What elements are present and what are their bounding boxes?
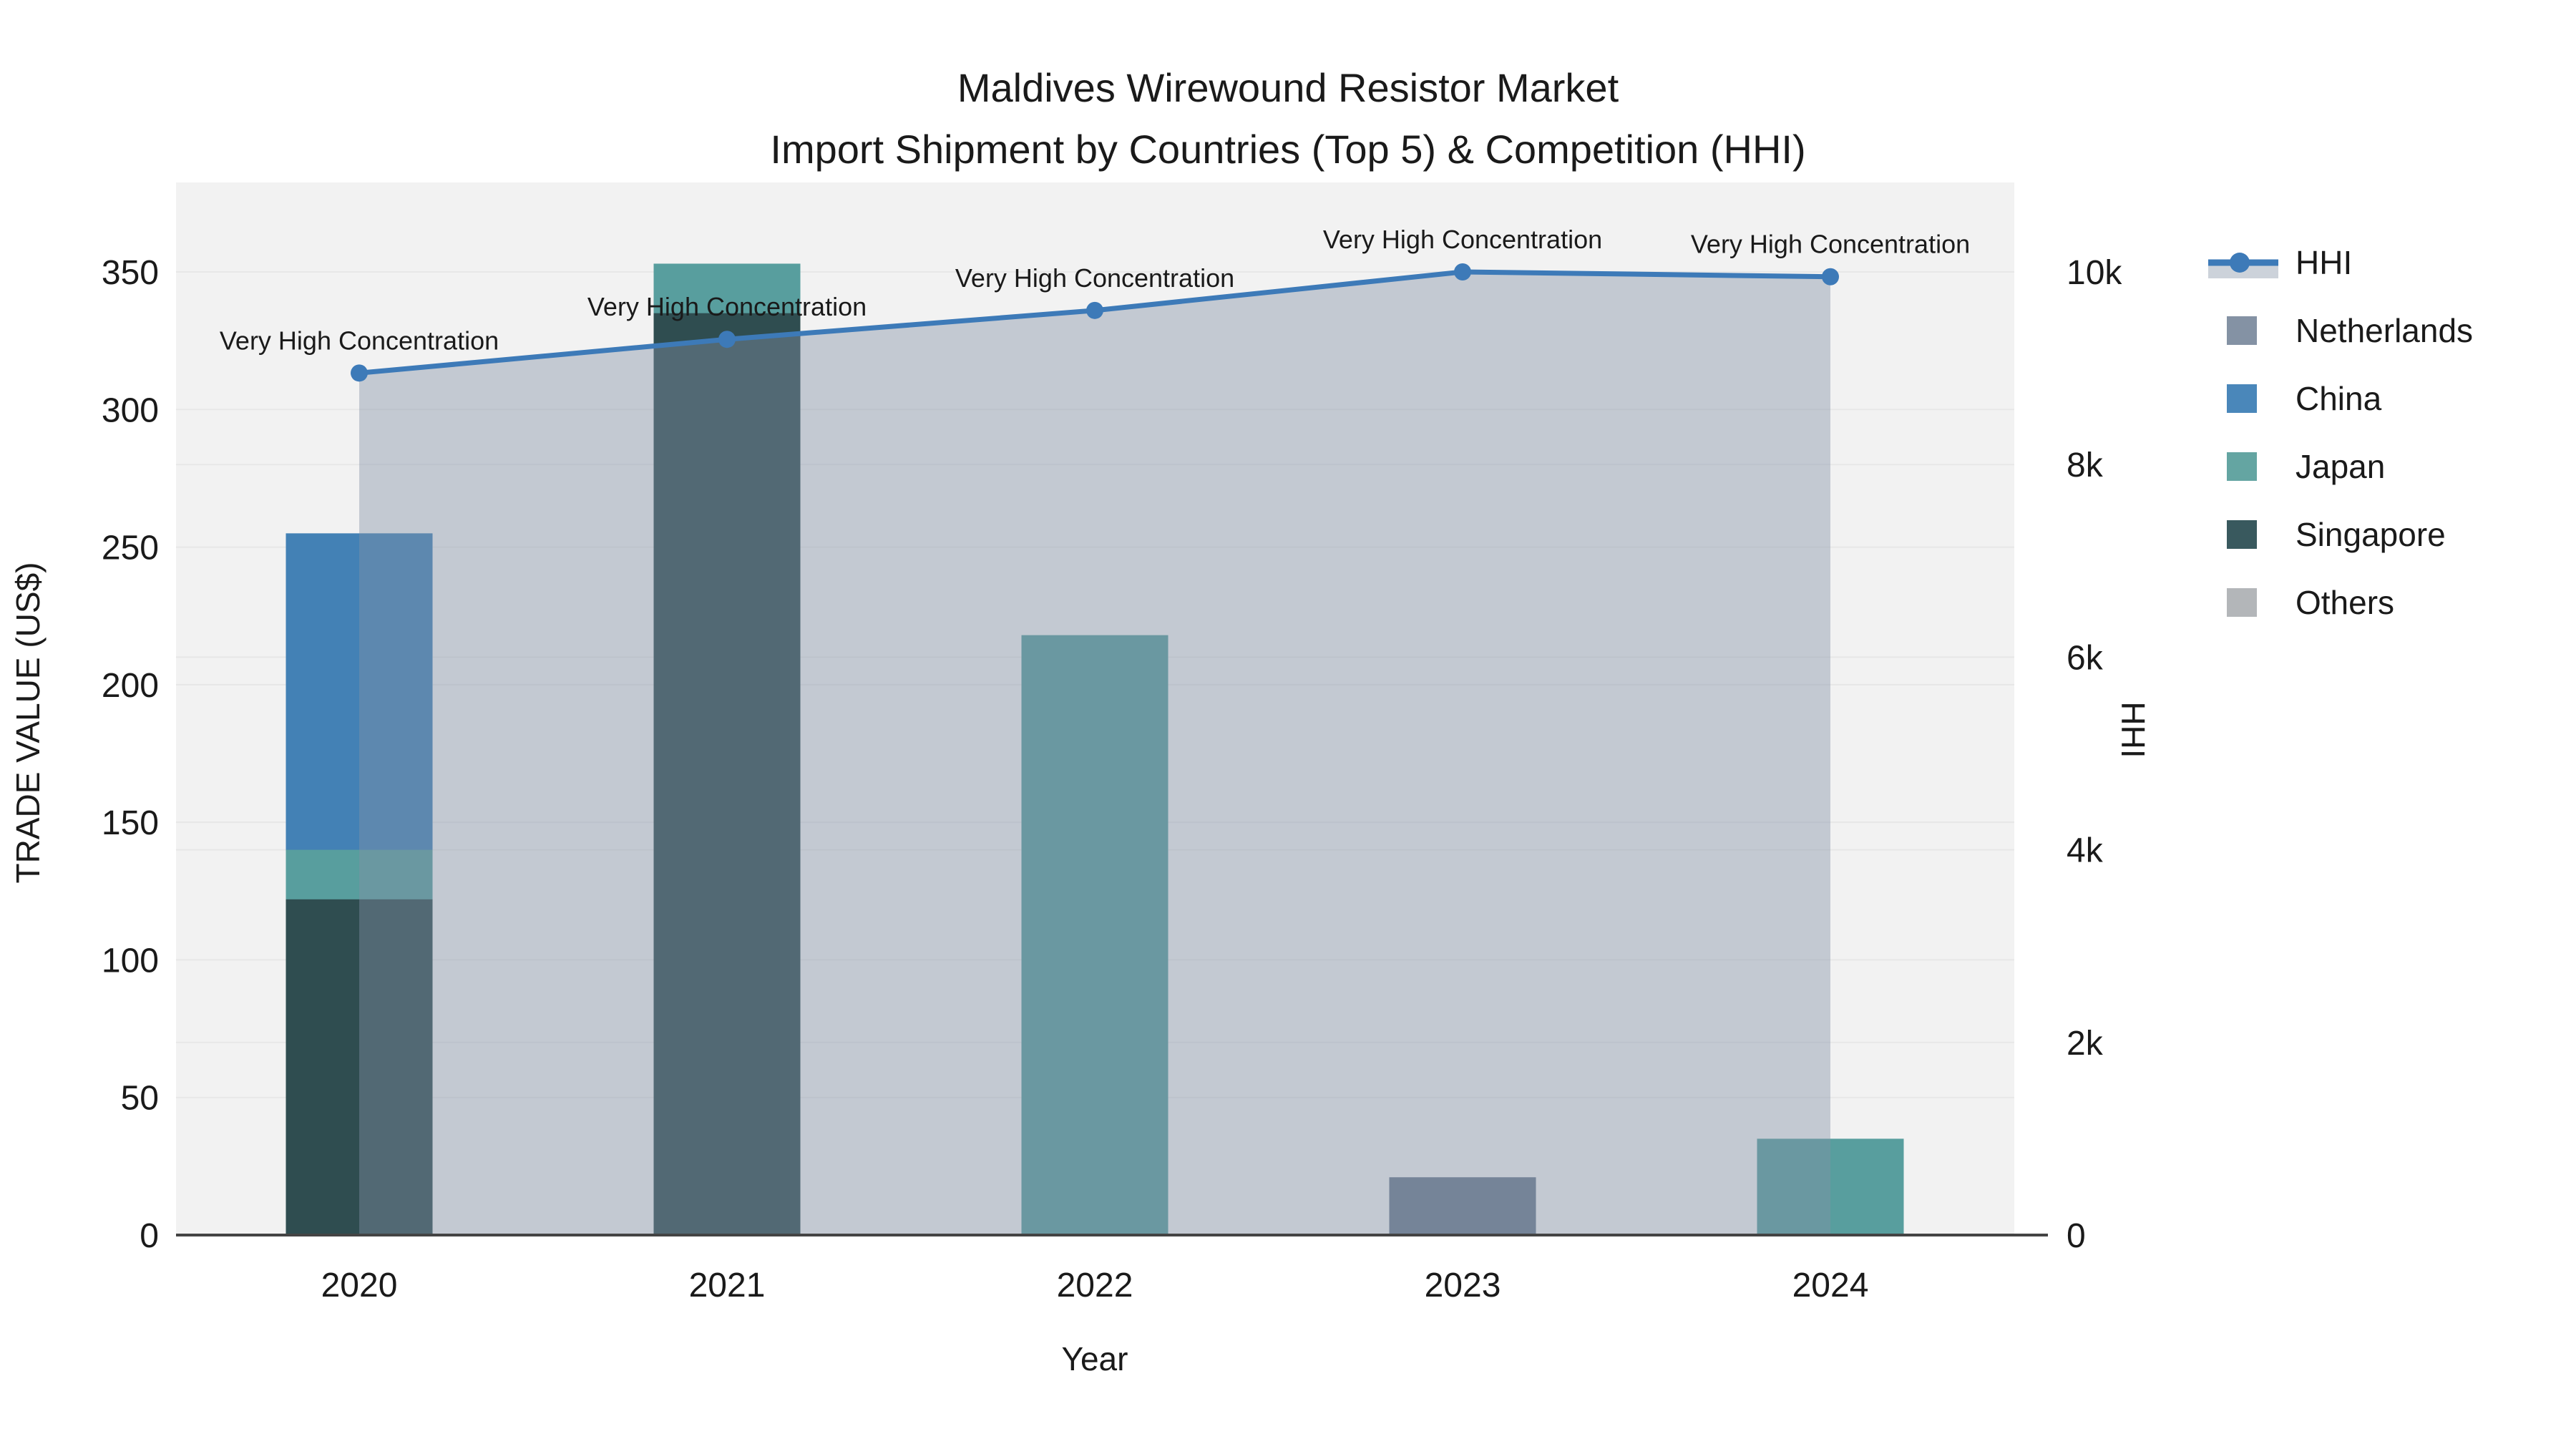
x-tick-label-2020: 2020	[321, 1267, 398, 1304]
legend-swatch-china	[2227, 384, 2257, 413]
legend-item-others[interactable]: Others	[2227, 584, 2394, 621]
legend-label-hhi: HHI	[2296, 244, 2352, 281]
legend-swatch-singapore	[2227, 520, 2257, 549]
hhi-marker-2023	[1454, 263, 1471, 280]
hhi-marker-2022	[1086, 301, 1103, 319]
legend-swatch-others	[2227, 588, 2257, 617]
annotation-2021: Very High Concentration	[587, 292, 867, 321]
x-tick-label-2023: 2023	[1425, 1267, 1501, 1304]
x-tick-label-2021: 2021	[689, 1267, 766, 1304]
y-right-tick-label: 4k	[2067, 832, 2104, 870]
legend-item-hhi[interactable]: HHI	[2208, 244, 2352, 281]
x-tick-label-2024: 2024	[1792, 1267, 1869, 1304]
bar-japan-2022	[1021, 635, 1169, 1235]
chart-title-line1: Maldives Wirewound Resistor Market	[957, 65, 1619, 110]
legend-swatch-japan	[2227, 452, 2257, 481]
y-left-tick-label: 50	[121, 1080, 159, 1118]
hhi-marker-2021	[718, 331, 736, 348]
annotation-2022: Very High Concentration	[955, 263, 1234, 293]
chart-title-line2: Import Shipment by Countries (Top 5) & C…	[770, 127, 1805, 172]
bar-singapore-2020	[286, 899, 433, 1235]
legend-hhi-marker	[2230, 253, 2250, 273]
bar-japan-2024	[1757, 1138, 1904, 1235]
hhi-area-layer	[359, 272, 1830, 1235]
bars-layer	[286, 263, 1904, 1236]
legend-label-singapore: Singapore	[2296, 516, 2446, 553]
x-axis-title: Year	[1062, 1340, 1128, 1377]
y-left-tick-label: 0	[140, 1217, 159, 1255]
y-right-tick-label: 8k	[2067, 447, 2104, 484]
hhi-area-fill	[359, 272, 1830, 1235]
tick-labels-layer: 0 50 100 150 200 250 300 350 0 2k 4k 6k 8k 10k 2020 202…	[102, 254, 2122, 1304]
legend-label-japan: Japan	[2296, 448, 2385, 485]
legend: HHI Netherlands China Japan Singapore Others	[2208, 244, 2473, 621]
y-right-tick-label: 6k	[2067, 639, 2104, 677]
legend-item-china[interactable]: China	[2227, 380, 2382, 417]
y-left-tick-label: 300	[102, 391, 159, 429]
y-right-tick-label: 0	[2067, 1217, 2086, 1255]
x-tick-label-2022: 2022	[1057, 1267, 1133, 1304]
legend-label-netherlands: Netherlands	[2296, 312, 2473, 349]
hhi-line-layer	[351, 263, 1839, 382]
y-left-tick-label: 250	[102, 530, 159, 567]
y-right-tick-label: 10k	[2067, 254, 2122, 292]
annotation-2024: Very High Concentration	[1691, 230, 1970, 259]
legend-item-singapore[interactable]: Singapore	[2227, 516, 2446, 553]
legend-item-netherlands[interactable]: Netherlands	[2227, 312, 2473, 349]
legend-label-others: Others	[2296, 584, 2394, 621]
y-right-axis-title: HHI	[2114, 701, 2152, 758]
y-left-tick-label: 350	[102, 254, 159, 292]
annotation-layer: Very High Concentration Very High Concent…	[220, 225, 1970, 355]
hhi-marker-2024	[1822, 268, 1839, 286]
bar-netherlands-2023	[1389, 1177, 1536, 1235]
legend-label-china: China	[2296, 380, 2382, 417]
y-left-tick-label: 200	[102, 667, 159, 705]
annotation-2023: Very High Concentration	[1323, 225, 1602, 254]
hhi-marker-2020	[351, 364, 368, 382]
bar-singapore-2021	[653, 313, 801, 1236]
legend-item-japan[interactable]: Japan	[2227, 448, 2385, 485]
y-left-axis-title: TRADE VALUE (US$)	[9, 562, 47, 883]
y-right-tick-label: 2k	[2067, 1025, 2104, 1063]
annotation-2020: Very High Concentration	[220, 326, 499, 355]
y-left-tick-label: 150	[102, 804, 159, 842]
y-left-tick-label: 100	[102, 942, 159, 980]
legend-swatch-netherlands	[2227, 316, 2257, 345]
